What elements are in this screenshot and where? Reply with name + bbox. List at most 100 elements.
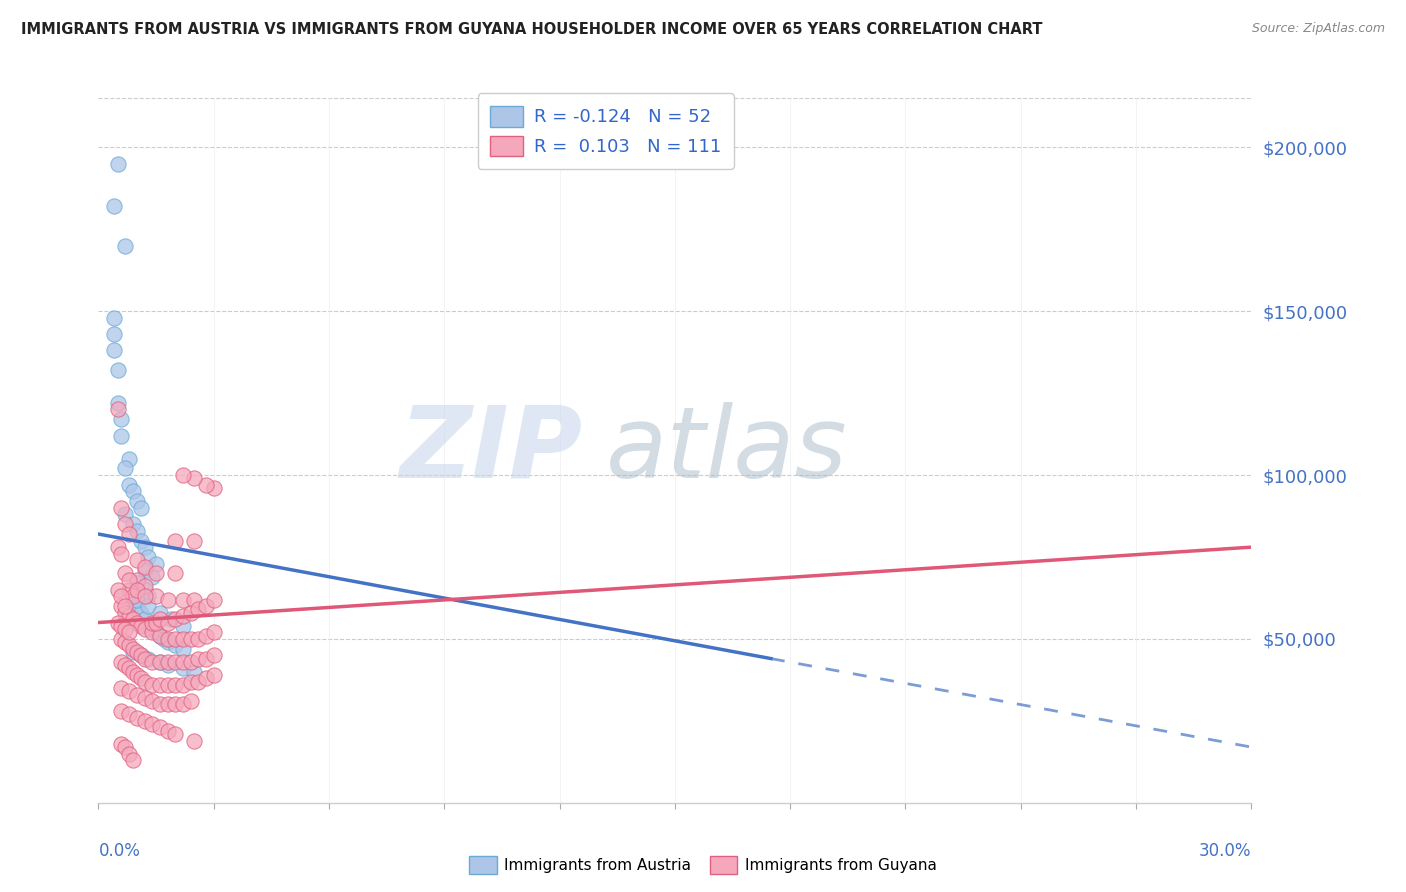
Point <box>183 733 205 747</box>
Point <box>107 615 129 630</box>
Point <box>118 527 141 541</box>
Point <box>165 533 187 548</box>
Point <box>129 500 152 515</box>
Point <box>141 615 163 630</box>
Point <box>134 622 156 636</box>
Point <box>134 612 156 626</box>
Point <box>141 678 163 692</box>
Point <box>125 553 148 567</box>
Point <box>118 747 141 761</box>
Point <box>195 599 218 614</box>
Point <box>145 625 167 640</box>
Point <box>122 592 145 607</box>
Legend: R = -0.124   N = 52, R =  0.103   N = 111: R = -0.124 N = 52, R = 0.103 N = 111 <box>478 93 734 169</box>
Point <box>180 606 202 620</box>
Point <box>149 612 172 626</box>
Point <box>110 681 132 695</box>
Point <box>180 632 202 646</box>
Point <box>172 468 194 483</box>
Point <box>107 396 129 410</box>
Point <box>134 651 156 665</box>
Point <box>110 547 132 561</box>
Point <box>122 665 145 679</box>
Point <box>145 615 167 630</box>
Point <box>125 645 148 659</box>
Point <box>118 707 141 722</box>
Point <box>103 199 125 213</box>
Point <box>172 632 194 646</box>
Point <box>125 494 148 508</box>
Point <box>118 639 141 653</box>
Point <box>149 629 172 643</box>
Point <box>202 648 225 663</box>
Point <box>156 678 179 692</box>
Point <box>134 579 156 593</box>
Point <box>149 606 172 620</box>
Point <box>156 698 179 712</box>
Point <box>107 402 129 417</box>
Point <box>152 632 174 646</box>
Point <box>180 694 202 708</box>
Point <box>125 573 148 587</box>
Point <box>125 668 148 682</box>
Point <box>114 599 136 614</box>
Point <box>183 471 205 485</box>
Point <box>122 753 145 767</box>
Point <box>156 723 179 738</box>
Point <box>107 363 129 377</box>
Point <box>125 592 148 607</box>
Point <box>149 655 172 669</box>
Text: ZIP: ZIP <box>399 402 582 499</box>
Point <box>114 606 136 620</box>
Point <box>172 609 194 624</box>
Point <box>129 671 152 685</box>
Point <box>122 645 145 659</box>
Point <box>110 632 132 646</box>
Point <box>114 461 136 475</box>
Point <box>156 632 179 646</box>
Point <box>110 655 132 669</box>
Point <box>114 635 136 649</box>
Point <box>183 665 205 679</box>
Point <box>156 658 179 673</box>
Point <box>149 655 172 669</box>
Point <box>202 625 225 640</box>
Point <box>110 412 132 426</box>
Text: 30.0%: 30.0% <box>1199 841 1251 860</box>
Point <box>134 674 156 689</box>
Point <box>141 622 163 636</box>
Point <box>165 612 187 626</box>
Point <box>149 720 172 734</box>
Point <box>180 655 202 669</box>
Point <box>125 615 148 630</box>
Point <box>202 668 225 682</box>
Point <box>165 639 187 653</box>
Point <box>129 648 152 663</box>
Point <box>172 698 194 712</box>
Point <box>122 484 145 499</box>
Point <box>114 508 136 522</box>
Point <box>118 625 141 640</box>
Point <box>165 698 187 712</box>
Point <box>195 651 218 665</box>
Point <box>110 619 132 633</box>
Point <box>187 632 209 646</box>
Point <box>118 582 141 597</box>
Point <box>183 592 205 607</box>
Point <box>134 590 156 604</box>
Point <box>195 629 218 643</box>
Point <box>107 582 129 597</box>
Point <box>118 573 141 587</box>
Point <box>134 690 156 705</box>
Point <box>180 674 202 689</box>
Point <box>107 540 129 554</box>
Point <box>107 156 129 170</box>
Point <box>149 678 172 692</box>
Point <box>156 592 179 607</box>
Point <box>118 451 141 466</box>
Point <box>160 612 183 626</box>
Point <box>172 655 194 669</box>
Point <box>118 661 141 675</box>
Point <box>202 592 225 607</box>
Point <box>122 590 145 604</box>
